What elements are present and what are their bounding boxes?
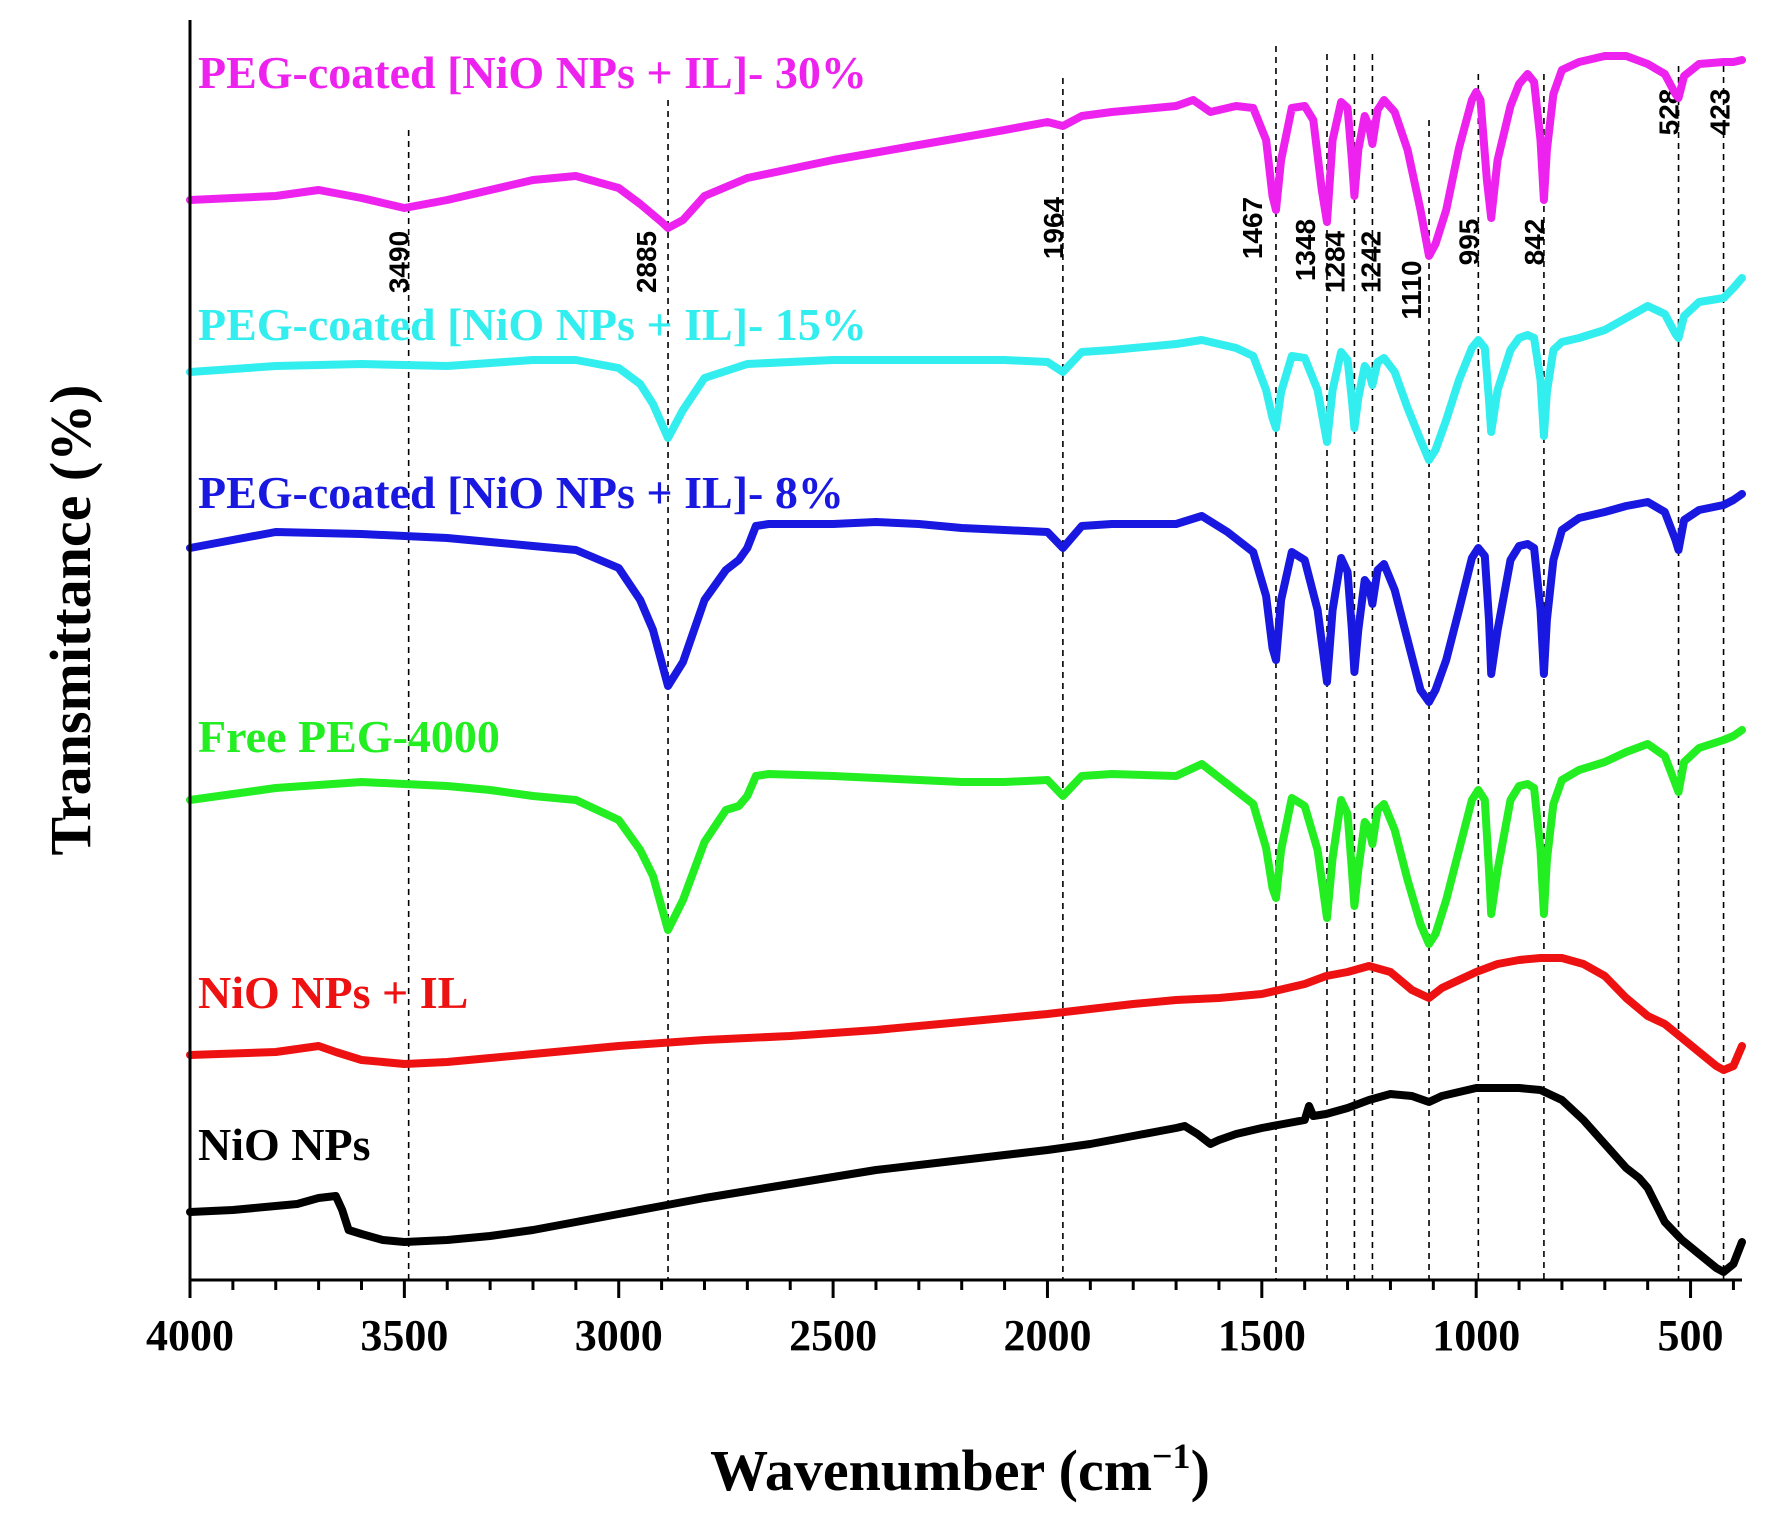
x-tick-label: 4000 <box>146 1311 234 1360</box>
peak-label: 1110 <box>1396 260 1427 319</box>
peak-label: 842 <box>1519 219 1550 266</box>
series-label: PEG-coated [NiO NPs + IL]- 30% <box>198 47 867 98</box>
series-lines <box>186 52 1746 1276</box>
x-tick-label: 2500 <box>789 1311 877 1360</box>
peak-label: 1467 <box>1237 197 1268 259</box>
peak-label: 1242 <box>1355 231 1386 293</box>
peak-label: 995 <box>1453 219 1484 266</box>
x-axis-title-main: Wavenumber (cm <box>710 1438 1152 1503</box>
x-tick-label: 2000 <box>1003 1311 1091 1360</box>
x-axis-ticks: 4000 3500 3000 2500 2000 1500 1000 500 <box>146 1280 1735 1360</box>
series-label: PEG-coated [NiO NPs + IL]- 8% <box>198 467 844 518</box>
x-tick-label: 3000 <box>575 1311 663 1360</box>
series-label: Free PEG-4000 <box>198 711 500 762</box>
series-line <box>186 954 1746 1074</box>
series-line <box>186 726 1746 948</box>
x-tick-label: 1000 <box>1432 1311 1520 1360</box>
peak-label: 1284 <box>1319 230 1350 293</box>
y-axis-title: Transmittance (%) <box>38 385 103 856</box>
series-label: NiO NPs + IL <box>198 967 468 1018</box>
x-axis-title: Wavenumber (cm−1) <box>710 1436 1210 1503</box>
peak-label: 1348 <box>1290 219 1321 281</box>
x-tick-label: 3500 <box>360 1311 448 1360</box>
x-tick-label: 1500 <box>1218 1311 1306 1360</box>
x-tick-label: 500 <box>1658 1311 1724 1360</box>
peak-label: 1964 <box>1038 196 1069 259</box>
peak-label: 3490 <box>384 231 415 293</box>
peak-label: 423 <box>1705 89 1736 136</box>
x-axis-title-close: ) <box>1191 1438 1210 1503</box>
series-label: NiO NPs <box>198 1119 371 1170</box>
series-label: PEG-coated [NiO NPs + IL]- 15% <box>198 299 867 350</box>
series-labels: PEG-coated [NiO NPs + IL]- 30% PEG-coated… <box>198 47 867 1170</box>
series-line <box>186 1084 1746 1276</box>
peak-label: 2885 <box>631 231 662 293</box>
series-line <box>186 52 1746 260</box>
series-line <box>186 274 1746 464</box>
series-line <box>186 490 1746 706</box>
x-axis-title-sup: −1 <box>1152 1436 1191 1476</box>
